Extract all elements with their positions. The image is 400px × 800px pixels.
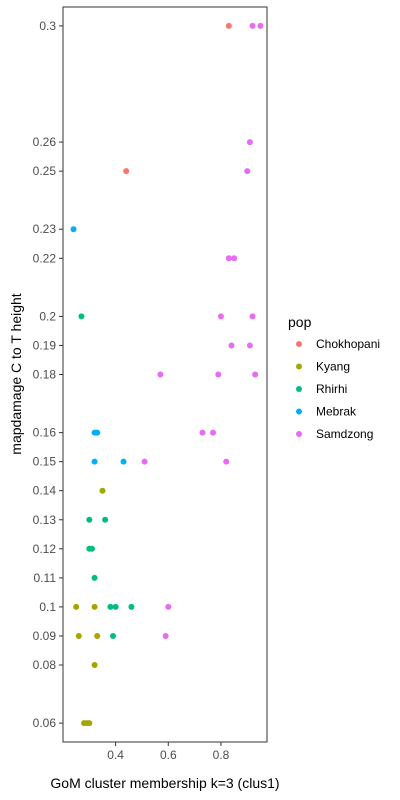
data-point-chokhopani	[226, 23, 232, 29]
legend-key-samdzong	[296, 431, 302, 437]
data-point-chokhopani	[123, 168, 129, 174]
x-axis: 0.4 0.6 0.8	[107, 742, 229, 762]
y-tick-label: 0.22	[33, 251, 57, 265]
data-point-kyang	[92, 604, 98, 610]
y-axis-title: mapdamage C to T height	[8, 293, 24, 454]
y-tick-label: 0.06	[33, 716, 57, 730]
plot-panel	[63, 7, 267, 742]
data-point-samdzong	[157, 372, 163, 378]
data-point-kyang	[76, 633, 82, 639]
x-tick-label: 0.6	[160, 748, 177, 762]
legend-key-chokhopani	[296, 341, 302, 347]
data-point-samdzong	[250, 313, 256, 319]
legend: pop Chokhopani Kyang Rhirhi Mebrak Samdzong	[288, 314, 380, 441]
y-axis: 0.06 0.08 0.09 0.1 0.11 0.12 0.13 0.14 0.15 0.16 0…	[33, 19, 63, 730]
data-point-rhirhi	[86, 517, 92, 523]
data-point-samdzong	[247, 139, 253, 145]
y-tick-label: 0.16	[33, 426, 57, 440]
legend-label-kyang: Kyang	[316, 360, 350, 374]
y-tick-label: 0.18	[33, 368, 57, 382]
data-point-mebrak	[92, 459, 98, 465]
legend-key-mebrak	[296, 409, 302, 415]
y-tick-label: 0.25	[33, 164, 57, 178]
y-tick-label: 0.09	[33, 629, 57, 643]
x-tick-label: 0.4	[107, 748, 124, 762]
data-point-samdzong	[226, 255, 232, 261]
y-tick-label: 0.11	[34, 571, 57, 585]
data-point-rhirhi	[110, 633, 116, 639]
data-point-samdzong	[163, 633, 169, 639]
data-point-kyang	[94, 633, 100, 639]
data-point-rhirhi	[113, 604, 119, 610]
data-point-samdzong	[218, 313, 224, 319]
data-point-rhirhi	[107, 604, 113, 610]
y-tick-label: 0.3	[39, 19, 56, 33]
y-tick-label: 0.2	[39, 309, 56, 323]
y-tick-label: 0.13	[33, 513, 57, 527]
data-point-kyang	[92, 662, 98, 668]
legend-label-rhirhi: Rhirhi	[316, 382, 347, 396]
data-point-mebrak	[71, 226, 77, 232]
legend-key-kyang	[296, 364, 302, 370]
data-point-mebrak	[121, 459, 127, 465]
y-tick-label: 0.19	[33, 338, 57, 352]
y-tick-label: 0.08	[33, 658, 57, 672]
data-point-samdzong	[215, 372, 221, 378]
y-tick-label: 0.1	[39, 600, 56, 614]
legend-key-rhirhi	[296, 386, 302, 392]
data-point-mebrak	[94, 430, 100, 436]
y-tick-label: 0.23	[33, 222, 57, 236]
data-point-samdzong	[257, 23, 263, 29]
data-point-samdzong	[223, 459, 229, 465]
data-point-rhirhi	[128, 604, 134, 610]
y-tick-label: 0.14	[33, 484, 57, 498]
data-point-kyang	[73, 604, 79, 610]
data-point-rhirhi	[102, 517, 108, 523]
data-point-samdzong	[200, 430, 206, 436]
data-point-samdzong	[231, 255, 237, 261]
data-point-kyang	[99, 488, 105, 494]
legend-title: pop	[288, 314, 312, 330]
data-point-kyang	[86, 720, 92, 726]
data-point-samdzong	[165, 604, 171, 610]
y-tick-label: 0.26	[33, 135, 57, 149]
y-tick-label: 0.12	[33, 542, 57, 556]
data-point-samdzong	[252, 372, 258, 378]
x-axis-title: GoM cluster membership k=3 (clus1)	[50, 775, 279, 791]
data-point-rhirhi	[89, 546, 95, 552]
data-point-samdzong	[228, 342, 234, 348]
data-point-rhirhi	[92, 575, 98, 581]
x-tick-label: 0.8	[213, 748, 230, 762]
data-point-samdzong	[244, 168, 250, 174]
y-tick-label: 0.15	[33, 455, 57, 469]
data-point-samdzong	[210, 430, 216, 436]
legend-label-mebrak: Mebrak	[316, 405, 357, 419]
data-point-rhirhi	[78, 313, 84, 319]
data-point-samdzong	[250, 23, 256, 29]
legend-label-chokhopani: Chokhopani	[316, 337, 380, 351]
data-point-samdzong	[247, 342, 253, 348]
legend-label-samdzong: Samdzong	[316, 427, 373, 441]
data-point-samdzong	[142, 459, 148, 465]
